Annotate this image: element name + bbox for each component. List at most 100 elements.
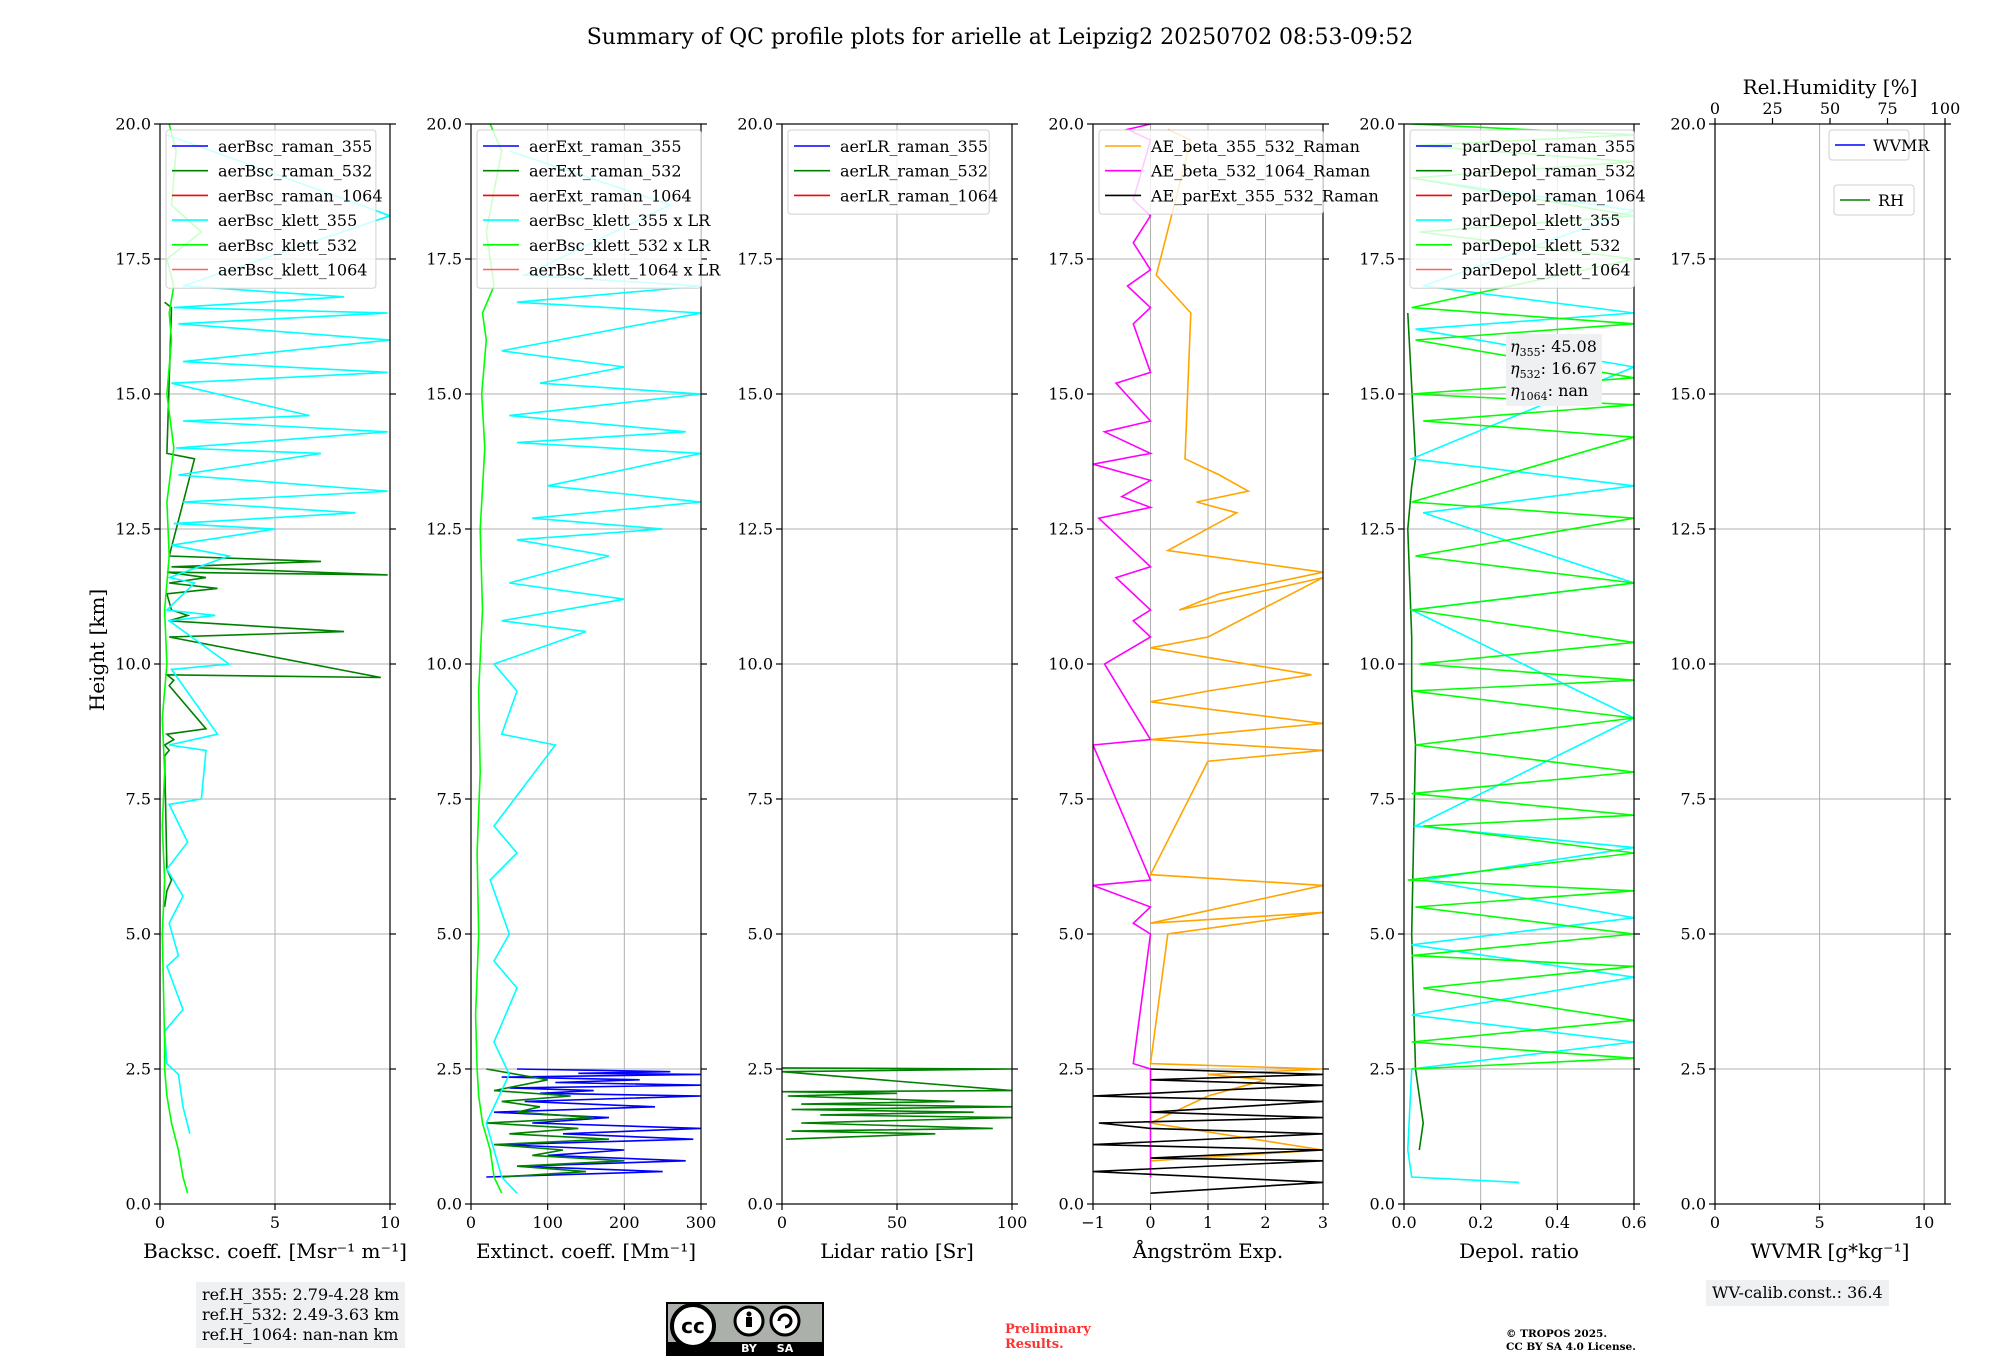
- copyright-line-1: © TROPOS 2025.: [1506, 1328, 1608, 1340]
- x-axis-label: WVMR [g*kg⁻¹]: [1751, 1239, 1910, 1263]
- annotation-line: η355: 45.08: [1510, 337, 1597, 359]
- legend-label: RH: [1878, 191, 1904, 210]
- legend-box: [165, 129, 377, 289]
- ref-height-355: ref.H_355: 2.79-4.28 km: [202, 1285, 400, 1304]
- x-tick-label: 3: [1318, 1213, 1328, 1232]
- y-tick-label: 12.5: [737, 520, 773, 539]
- legend-label: parDepol_raman_532: [1462, 162, 1635, 181]
- cc-icon: [670, 1303, 716, 1349]
- series-aerBsc_klett_355 x LR: [485, 150, 701, 1194]
- y-tick-label: 17.5: [426, 250, 462, 269]
- cc-license-logo[interactable]: cc BY SA: [666, 1302, 824, 1356]
- x-tick-label: 200: [609, 1213, 640, 1232]
- y-tick-label: 15.0: [737, 385, 773, 404]
- y-tick-label: 10.0: [1670, 655, 1706, 674]
- y-tick-label: 0.0: [437, 1195, 462, 1214]
- series-group: [782, 1067, 1012, 1140]
- legend-label: aerBsc_klett_1064 x LR: [529, 261, 721, 280]
- x-axis-label: Ångström Exp.: [1132, 1238, 1283, 1263]
- y-tick-label: 0.0: [1681, 1195, 1706, 1214]
- legend-label: aerLR_raman_532: [840, 162, 988, 181]
- legend-label: aerBsc_klett_1064: [218, 261, 367, 280]
- cc-icon-text: cc: [681, 1314, 705, 1338]
- panel-ext: 0 100 200 300 0.0 2.5 5.0 7.5 10.0 12.5 15.0 17.5 20…: [426, 115, 721, 1264]
- top-x-tick-label: 0: [1710, 99, 1720, 118]
- legend-label: aerBsc_klett_532 x LR: [529, 236, 711, 255]
- y-tick-label: 17.5: [737, 250, 773, 269]
- panels: 0 5 100.02.55.07.510.012.515.017.520.0Back…: [115, 75, 1960, 1263]
- series-aerBsc_klett_355: [163, 134, 390, 1134]
- y-tick-label: 2.5: [748, 1060, 773, 1079]
- series-aerLR_raman_532: [782, 1067, 1012, 1140]
- y-tick-label: 7.5: [437, 790, 462, 809]
- y-tick-label: 20.0: [426, 115, 462, 134]
- top-x-tick-label: 50: [1820, 99, 1840, 118]
- panel-ae: −1 0 1 2 3 0.0 2.5 5.0 7.5 10.0 12.5 15.0 17.5 20.0 Ån…: [1048, 115, 1378, 1264]
- x-tick-label: 300: [686, 1213, 717, 1232]
- y-tick-label: 7.5: [748, 790, 773, 809]
- x-tick-label: 10: [380, 1213, 400, 1232]
- series-AE_parExt_355_532_Raman: [1093, 1068, 1323, 1194]
- y-tick-label: 17.5: [1359, 250, 1395, 269]
- y-tick-label: 2.5: [1681, 1060, 1706, 1079]
- y-tick-label: 10.0: [1048, 655, 1084, 674]
- legend-label: aerLR_raman_355: [840, 137, 988, 156]
- y-tick-label: 20.0: [1359, 115, 1395, 134]
- top-x-tick-label: 100: [1930, 99, 1961, 118]
- legend-box: [787, 129, 990, 215]
- x-tick-label: −1: [1081, 1213, 1105, 1232]
- x-tick-label: 5: [1814, 1213, 1824, 1232]
- y-tick-label: 12.5: [426, 520, 462, 539]
- x-tick-label: 100: [532, 1213, 563, 1232]
- y-tick-label: 12.5: [1359, 520, 1395, 539]
- series-parDepol_raman_532: [1406, 312, 1425, 1151]
- y-tick-label: 10.0: [115, 655, 151, 674]
- legend-label: parDepol_klett_1064: [1462, 261, 1631, 280]
- annotation-line: η1064: nan: [1510, 381, 1588, 403]
- sa-label: SA: [777, 1342, 794, 1355]
- y-tick-label: 2.5: [1370, 1060, 1395, 1079]
- x-tick-label: 2: [1260, 1213, 1270, 1232]
- series-aerBsc_raman_532: [163, 301, 388, 908]
- annotation-box: [1506, 334, 1602, 406]
- x-tick-label: 0: [1145, 1213, 1155, 1232]
- y-tick-label: 2.5: [126, 1060, 151, 1079]
- y-tick-label: 17.5: [115, 250, 151, 269]
- legend-label: aerBsc_raman_1064: [218, 186, 383, 205]
- y-axis-label: Height [km]: [85, 589, 109, 711]
- y-tick-label: 12.5: [1670, 520, 1706, 539]
- preliminary-results-note: Preliminary Results.: [1005, 1322, 1091, 1352]
- legend-label: parDepol_raman_1064: [1462, 186, 1646, 205]
- y-tick-label: 20.0: [115, 115, 151, 134]
- legend-label: parDepol_klett_355: [1462, 211, 1620, 230]
- x-tick-label: 1: [1203, 1213, 1213, 1232]
- y-tick-label: 20.0: [1048, 115, 1084, 134]
- legend-label: aerBsc_klett_355: [218, 211, 357, 230]
- series-aerExt_raman_532: [486, 1068, 625, 1178]
- legend: aerLR_raman_355 aerLR_raman_532 aerLR_rama…: [787, 129, 998, 215]
- x-axis-label: Depol. ratio: [1459, 1239, 1579, 1263]
- copyright-line-2: CC BY SA 4.0 License.: [1506, 1341, 1636, 1353]
- top-x-tick-label: 25: [1762, 99, 1782, 118]
- legend: aerBsc_raman_355 aerBsc_raman_532 aerBsc_r…: [165, 129, 383, 289]
- figure-title: Summary of QC profile plots for arielle …: [587, 25, 1414, 50]
- x-axis-label: Backsc. coeff. [Msr⁻¹ m⁻¹]: [143, 1239, 407, 1263]
- x-tick-label: 5: [270, 1213, 280, 1232]
- legend-label: AE_beta_355_532_Raman: [1150, 137, 1360, 156]
- series-group: [474, 124, 701, 1194]
- x-tick-label: 0: [777, 1213, 787, 1232]
- panel-bsc: 0 5 10 0.0 2.5 5.0 7.5 10.0 12.5 15.0 17.5 20.0 Back…: [115, 115, 407, 1264]
- y-tick-label: 5.0: [748, 925, 773, 944]
- top-x-tick-label: 75: [1877, 99, 1897, 118]
- series-AE_beta_355_532_Raman: [1147, 128, 1323, 1162]
- legend-label: parDepol_klett_532: [1462, 236, 1620, 255]
- series-group: [1093, 124, 1323, 1194]
- legend-label: aerLR_raman_1064: [840, 186, 998, 205]
- x-tick-label: 100: [997, 1213, 1028, 1232]
- series-AE_beta_532_1064_Raman: [1093, 124, 1154, 1177]
- x-tick-label: 0.4: [1545, 1213, 1570, 1232]
- x-tick-label: 0.0: [1391, 1213, 1416, 1232]
- y-tick-label: 15.0: [1359, 385, 1395, 404]
